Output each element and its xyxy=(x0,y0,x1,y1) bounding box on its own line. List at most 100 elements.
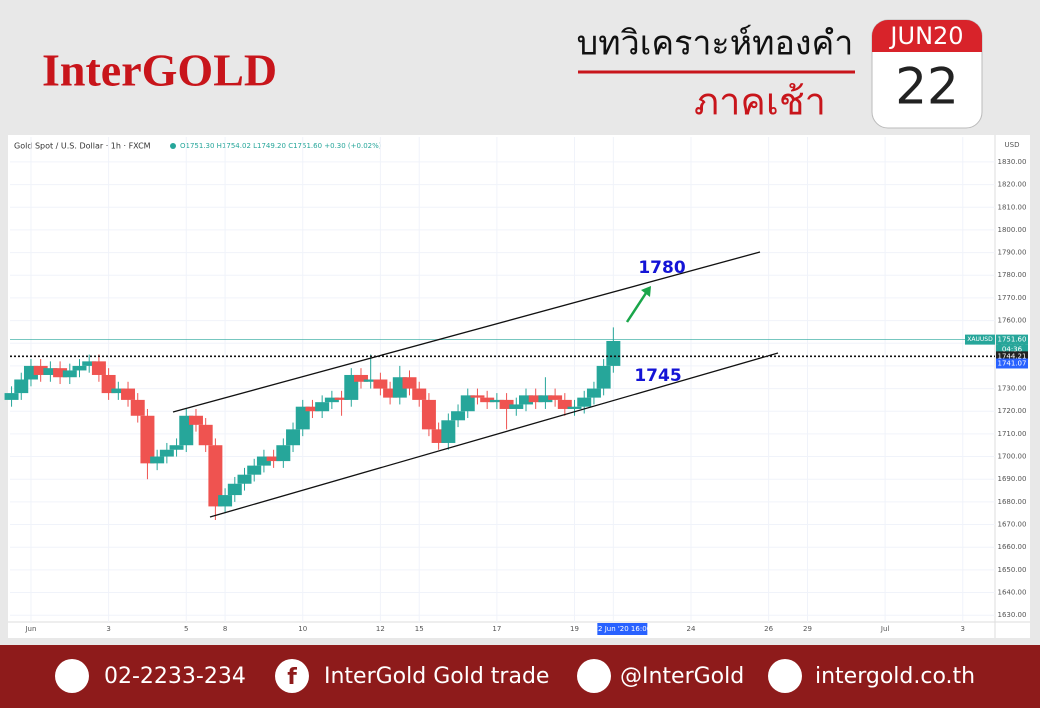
price-label-box xyxy=(996,334,1028,345)
candle-body xyxy=(188,415,203,425)
candle-body xyxy=(159,449,174,457)
candle-body xyxy=(586,388,601,398)
y-tick-label: 1720.00 xyxy=(998,407,1027,415)
candle-body xyxy=(286,429,301,446)
candle-body xyxy=(421,399,436,430)
symbol-box xyxy=(965,334,995,345)
candle-body xyxy=(441,420,456,443)
y-tick-label: 1730.00 xyxy=(998,385,1027,393)
candle-body xyxy=(72,365,87,371)
candle-body xyxy=(596,365,611,389)
candle-body xyxy=(62,370,77,378)
candle-body xyxy=(169,445,184,450)
candle-body xyxy=(489,399,504,403)
phone: 02-2233-234 xyxy=(104,664,246,689)
footer-band xyxy=(0,645,1040,708)
candle-body xyxy=(353,374,368,382)
y-tick-label: 1780.00 xyxy=(998,271,1027,279)
candle-body xyxy=(315,402,330,412)
chart-panel xyxy=(8,135,1030,638)
candle-body xyxy=(33,365,48,375)
candle-body xyxy=(295,406,310,430)
candle-body xyxy=(247,465,262,475)
arrow-head xyxy=(641,286,651,297)
price-label: 1751.60 xyxy=(998,336,1027,344)
calendar: JUN20 22 xyxy=(871,19,983,129)
y-tick-label: 1650.00 xyxy=(998,566,1027,574)
footer: 02-2233-234 f InterGold Gold trade @Inte… xyxy=(55,659,975,693)
countdown-box xyxy=(996,344,1028,355)
candle-body xyxy=(383,388,398,398)
candle-body xyxy=(334,397,349,400)
x-tick-label: 24 xyxy=(687,625,696,633)
candle-body xyxy=(91,361,106,375)
price-label-box xyxy=(996,358,1028,369)
status-dot xyxy=(170,143,176,149)
candle-body xyxy=(101,374,116,394)
y-tick-label: 1660.00 xyxy=(998,543,1027,551)
y-tick-label: 1820.00 xyxy=(998,181,1027,189)
x-tick-highlight xyxy=(597,623,648,635)
y-tick-label: 1800.00 xyxy=(998,226,1027,234)
x-tick-label: Jun xyxy=(24,625,36,633)
x-tick-label: 3 xyxy=(961,625,965,633)
candle-body xyxy=(140,415,155,464)
candle-body xyxy=(480,397,495,403)
x-tick-label: 29 xyxy=(803,625,812,633)
candle-body xyxy=(324,397,339,403)
price-label-box xyxy=(996,351,1028,362)
candle-body xyxy=(256,456,271,466)
subtitle: ภาคเช้า xyxy=(694,80,826,124)
calendar-day: 22 xyxy=(895,58,959,116)
candle-body xyxy=(373,379,388,389)
ohlc-legend: O1751.30 H1754.02 L1749.20 C1751.60 +0.3… xyxy=(180,142,382,150)
candle-body xyxy=(208,445,223,507)
x-tick-label: 19 xyxy=(570,625,579,633)
x-tick-label: 15 xyxy=(415,625,424,633)
y-tick-label: 1690.00 xyxy=(998,475,1027,483)
facebook-icon xyxy=(275,659,309,693)
y-tick-label: 1770.00 xyxy=(998,294,1027,302)
x-tick-label: 5 xyxy=(184,625,188,633)
x-tick-label: 17 xyxy=(492,625,501,633)
line: @InterGold xyxy=(620,664,744,689)
candle-body xyxy=(53,368,68,378)
title: บทวิเคราะห์ทองคำ xyxy=(577,24,854,64)
candle-body xyxy=(577,397,592,407)
candle-body xyxy=(227,483,242,496)
y-tick-label: 1710.00 xyxy=(998,430,1027,438)
chart-title: Gold Spot / U.S. Dollar · 1h · FXCM xyxy=(14,142,151,151)
candle-body xyxy=(111,388,126,394)
x-tick-label: 26 xyxy=(764,625,773,633)
candle-body xyxy=(451,411,466,421)
candle-body xyxy=(14,379,29,394)
y-tick-label: 1760.00 xyxy=(998,317,1027,325)
y-tick-label: 1640.00 xyxy=(998,589,1027,597)
svg-text:f: f xyxy=(287,665,297,690)
web: intergold.co.th xyxy=(815,664,975,689)
line-icon xyxy=(577,659,611,693)
candle-body xyxy=(276,445,291,462)
candle-body xyxy=(538,395,553,403)
brand: InterGOLD xyxy=(42,45,277,96)
countdown: 04:36 xyxy=(1002,346,1023,354)
price-label: 1744.21 xyxy=(998,352,1027,360)
web-icon xyxy=(768,659,802,693)
y-tick-label: 1670.00 xyxy=(998,521,1027,529)
x-tick-label: Jul xyxy=(880,625,890,633)
x-tick-label: 3 xyxy=(106,625,110,633)
x-tick-label: 8 xyxy=(223,625,227,633)
candle-body xyxy=(402,377,417,389)
facebook: InterGold Gold trade xyxy=(324,664,549,689)
candle-body xyxy=(363,379,378,382)
x-tick-label: 22 Jun '20 16:00 xyxy=(594,625,652,633)
phone-icon xyxy=(55,659,89,693)
x-tick-label: 10 xyxy=(298,625,307,633)
candle-body xyxy=(305,406,320,412)
candle-body xyxy=(130,399,145,416)
x-tick-label: 12 xyxy=(376,625,385,633)
candle-body xyxy=(150,456,165,464)
candle-body xyxy=(198,424,213,446)
y-tick-label: 1630.00 xyxy=(998,611,1027,619)
